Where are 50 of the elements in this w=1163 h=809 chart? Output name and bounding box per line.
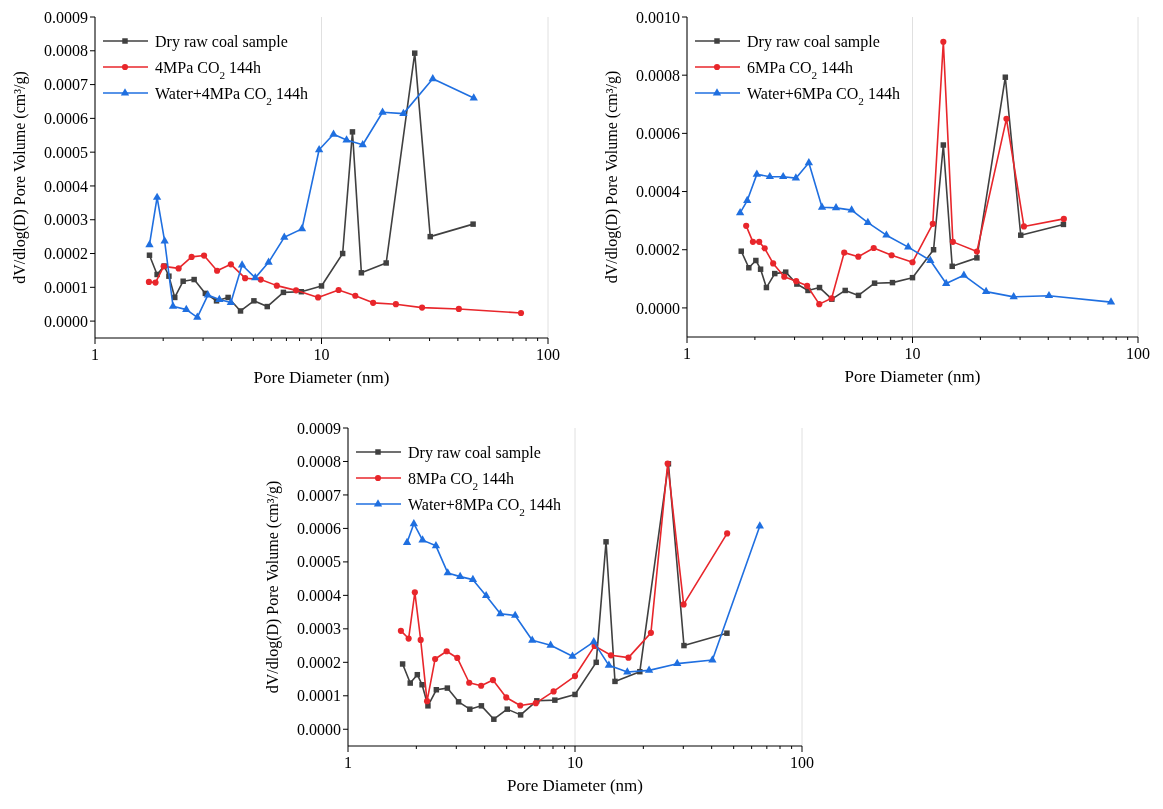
y-tick-label: 0.0002 — [297, 653, 341, 671]
legend-label: 8MPa CO$_{2}$ 144h — [408, 469, 515, 492]
y-tick-label: 0.0003 — [297, 620, 341, 638]
y-tick-label: 0.0004 — [636, 183, 680, 201]
y-tick-label: 0.0006 — [44, 109, 88, 127]
y-tick-label: 0.0006 — [636, 124, 680, 142]
x-tick-label: 1 — [683, 345, 691, 362]
legend-label: Dry raw coal sample — [155, 32, 288, 51]
y-tick-label: 0.0008 — [297, 453, 341, 471]
x-tick-label: 10 — [313, 346, 330, 363]
x-tick-label: 10 — [904, 345, 921, 362]
y-tick-label: 0.0008 — [44, 42, 88, 60]
y-tick-label: 0.0005 — [297, 553, 341, 571]
y-tick-label: 0.0005 — [44, 143, 88, 161]
x-tick-label: 100 — [536, 346, 560, 363]
x-tick-label: 100 — [790, 754, 814, 771]
x-axis-title: Pore Diameter (nm) — [253, 368, 390, 387]
y-tick-label: 0.0008 — [636, 66, 680, 84]
x-axis-title: Pore Diameter (nm) — [844, 367, 981, 386]
y-tick-label: 0.0004 — [44, 177, 88, 195]
y-tick-label: 0.0002 — [44, 245, 88, 263]
legend-label: Dry raw coal sample — [747, 32, 880, 51]
y-tick-label: 0.0000 — [44, 312, 88, 330]
y-tick-label: 0.0002 — [636, 241, 680, 259]
x-tick-label: 100 — [1126, 345, 1150, 362]
y-tick-label: 0.0001 — [297, 687, 341, 705]
x-tick-label: 1 — [344, 754, 352, 771]
y-tick-label: 0.0000 — [297, 720, 341, 738]
y-tick-label: 0.0007 — [297, 486, 341, 504]
y-axis-title: dV/dlog(D) Pore Volume (cm³/g) — [264, 480, 282, 694]
legend-label: Water+8MPa CO$_{2}$ 144h — [408, 495, 561, 518]
y-tick-label: 0.0006 — [297, 520, 341, 538]
y-tick-label: 0.0009 — [44, 8, 88, 26]
x-axis-title: Pore Diameter (nm) — [507, 776, 643, 795]
y-tick-label: 0.0001 — [44, 278, 88, 296]
legend-label: Dry raw coal sample — [408, 443, 541, 462]
y-tick-label: 0.0010 — [636, 8, 680, 26]
legend-label: Water+6MPa CO$_{2}$ 144h — [747, 84, 900, 107]
y-tick-label: 0.0004 — [297, 586, 341, 604]
x-tick-label: 10 — [567, 754, 583, 771]
y-tick-label: 0.0007 — [44, 76, 88, 94]
legend-label: Water+4MPa CO$_{2}$ 144h — [155, 84, 308, 107]
legend-label: 4MPa CO$_{2}$ 144h — [155, 58, 262, 81]
y-axis-title: dV/dlog(D) Pore Volume (cm³/g) — [603, 70, 621, 284]
y-tick-label: 0.0009 — [297, 419, 341, 437]
y-tick-label: 0.0000 — [636, 299, 680, 317]
y-tick-label: 0.0003 — [44, 211, 88, 229]
legend-label: 6MPa CO$_{2}$ 144h — [747, 58, 854, 81]
y-axis-title: dV/dlog(D) Pore Volume (cm³/g) — [11, 71, 29, 284]
x-tick-label: 1 — [91, 346, 99, 363]
